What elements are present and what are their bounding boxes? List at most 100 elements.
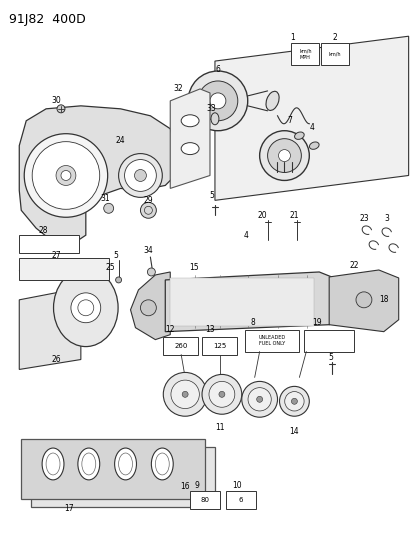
Text: 18: 18 <box>378 295 388 304</box>
Text: 5: 5 <box>113 251 118 260</box>
Text: 5: 5 <box>328 353 333 362</box>
Circle shape <box>355 292 371 308</box>
Polygon shape <box>130 272 170 340</box>
Circle shape <box>115 277 121 283</box>
Text: 3: 3 <box>383 214 388 223</box>
Circle shape <box>163 373 206 416</box>
Text: 20: 20 <box>257 211 267 220</box>
Text: 13: 13 <box>205 325 214 334</box>
Ellipse shape <box>181 143 199 155</box>
Circle shape <box>56 166 76 185</box>
Text: 4: 4 <box>243 231 247 240</box>
Text: km/h
MPH: km/h MPH <box>298 49 311 60</box>
Text: 260: 260 <box>174 343 188 349</box>
Text: 9: 9 <box>194 481 199 490</box>
Bar <box>244 330 299 352</box>
Text: 15: 15 <box>189 263 198 272</box>
Text: 11: 11 <box>215 423 224 432</box>
Polygon shape <box>19 290 81 369</box>
Polygon shape <box>170 89 209 188</box>
Polygon shape <box>165 272 343 332</box>
Ellipse shape <box>211 113 218 125</box>
Text: 4: 4 <box>309 123 314 132</box>
Polygon shape <box>214 36 408 200</box>
Text: 17: 17 <box>64 504 74 513</box>
Text: 91J82  400D: 91J82 400D <box>9 13 86 26</box>
Text: 80: 80 <box>200 497 209 503</box>
Ellipse shape <box>294 132 304 139</box>
Circle shape <box>197 81 237 121</box>
Text: 12: 12 <box>165 325 175 334</box>
Circle shape <box>291 398 297 404</box>
Circle shape <box>209 382 234 407</box>
Ellipse shape <box>266 91 278 110</box>
Circle shape <box>24 134 107 217</box>
Bar <box>19 258 108 280</box>
Text: 26: 26 <box>51 355 61 364</box>
Bar <box>31 447 214 507</box>
Text: 28: 28 <box>38 225 48 235</box>
Text: 16: 16 <box>180 482 190 491</box>
Ellipse shape <box>53 269 118 346</box>
Circle shape <box>134 169 146 181</box>
Text: 32: 32 <box>173 84 183 93</box>
Text: 8: 8 <box>250 318 254 327</box>
Circle shape <box>103 203 113 213</box>
Text: 23: 23 <box>358 214 368 223</box>
Polygon shape <box>328 270 398 332</box>
Ellipse shape <box>309 142 318 149</box>
Circle shape <box>278 150 290 161</box>
Text: 27: 27 <box>51 251 61 260</box>
Text: 10: 10 <box>231 481 241 490</box>
Bar <box>190 491 219 508</box>
Circle shape <box>118 154 162 197</box>
Text: 7: 7 <box>286 116 291 125</box>
Circle shape <box>267 139 301 173</box>
Circle shape <box>124 159 156 191</box>
Bar <box>21 439 204 499</box>
Bar <box>291 43 318 65</box>
Bar <box>170 278 313 326</box>
Text: 31: 31 <box>101 194 110 203</box>
Text: UNLEADED
FUEL ONLY: UNLEADED FUEL ONLY <box>259 335 285 346</box>
Circle shape <box>171 380 199 409</box>
Text: 125: 125 <box>213 343 226 349</box>
Text: 6: 6 <box>238 497 242 503</box>
Bar <box>163 337 197 354</box>
Circle shape <box>32 142 100 209</box>
Text: 29: 29 <box>143 196 153 205</box>
Text: 19: 19 <box>312 318 321 327</box>
Circle shape <box>140 203 156 218</box>
Circle shape <box>202 375 241 414</box>
Bar <box>320 43 348 65</box>
Circle shape <box>259 131 309 181</box>
Ellipse shape <box>151 448 173 480</box>
Circle shape <box>284 392 304 411</box>
Bar <box>225 491 255 508</box>
Ellipse shape <box>114 448 136 480</box>
Text: 5: 5 <box>209 191 214 200</box>
Circle shape <box>57 105 65 113</box>
Text: km/h: km/h <box>328 52 341 56</box>
Ellipse shape <box>78 448 100 480</box>
Text: 22: 22 <box>349 261 358 270</box>
Text: 14: 14 <box>289 426 299 435</box>
Ellipse shape <box>42 448 64 480</box>
Circle shape <box>247 387 271 411</box>
Circle shape <box>256 397 262 402</box>
Circle shape <box>241 382 277 417</box>
Bar <box>202 337 236 354</box>
Polygon shape <box>19 106 175 245</box>
Text: 6: 6 <box>215 64 220 74</box>
Text: 30: 30 <box>51 96 61 106</box>
Text: 25: 25 <box>106 263 115 272</box>
Bar <box>19 235 78 253</box>
Circle shape <box>279 386 309 416</box>
Circle shape <box>71 293 100 322</box>
Circle shape <box>209 93 225 109</box>
Circle shape <box>218 391 224 397</box>
Bar <box>304 330 353 352</box>
Circle shape <box>147 268 155 276</box>
Circle shape <box>188 71 247 131</box>
Circle shape <box>182 391 188 397</box>
